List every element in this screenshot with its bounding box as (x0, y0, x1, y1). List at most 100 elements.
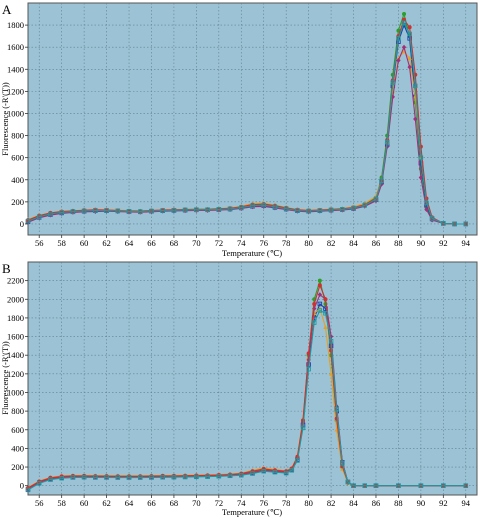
data-point-marker (362, 203, 368, 208)
data-point-marker (126, 475, 132, 480)
data-point-marker (216, 207, 222, 212)
data-point-marker (250, 203, 255, 208)
data-point-marker (351, 205, 356, 211)
x-tick-label: 66 (147, 498, 156, 508)
x-tick-label: 92 (439, 238, 448, 248)
data-point-marker (261, 466, 266, 471)
x-tick-label: 62 (102, 498, 111, 508)
x-tick-label: 84 (349, 498, 358, 508)
x-tick-label: 88 (394, 498, 403, 508)
data-point-marker (137, 475, 143, 480)
x-tick-label: 70 (192, 498, 201, 508)
data-point-marker (396, 58, 401, 63)
data-point-marker (334, 407, 339, 412)
y-tick-label: 1000 (7, 387, 24, 397)
x-tick-label: 82 (327, 238, 336, 248)
data-point-marker (48, 477, 53, 482)
data-point-marker (429, 216, 435, 221)
x-tick-label: 70 (192, 238, 201, 248)
y-tick-label: 0 (20, 481, 24, 491)
y-tick-label: 600 (11, 153, 24, 163)
x-tick-label: 90 (417, 238, 426, 248)
data-point-marker (239, 205, 244, 210)
data-point-marker (48, 211, 53, 217)
x-tick-label: 80 (304, 498, 313, 508)
data-point-marker (250, 204, 255, 210)
data-point-marker (328, 338, 334, 344)
data-point-marker (250, 469, 255, 474)
y-tick-label: 1800 (7, 20, 24, 30)
y-tick-label: 1400 (7, 350, 24, 360)
data-point-marker (70, 475, 76, 480)
data-point-marker (93, 208, 98, 213)
data-point-marker (272, 204, 278, 210)
x-tick-label: 88 (394, 238, 403, 248)
x-tick-label: 76 (259, 498, 268, 508)
data-point-marker (59, 475, 64, 481)
data-point-marker (272, 469, 278, 475)
data-point-marker (149, 475, 154, 480)
data-point-marker (441, 483, 446, 488)
x-tick-label: 72 (215, 238, 224, 248)
data-point-marker (407, 55, 412, 61)
panel-label-b: B (2, 261, 11, 276)
data-point-marker (362, 483, 368, 488)
data-point-marker (413, 83, 418, 89)
x-tick-label: 86 (372, 498, 381, 508)
x-axis-ticks-a: 56 58 60 62 64 66 68 70 72 74 76 78 80 82 84 86 88 90 92 94 (35, 235, 471, 248)
x-tick-label: 56 (35, 238, 44, 248)
x-axis-title-a: Temperature (℃) (222, 248, 282, 258)
y-tick-label: 400 (11, 443, 24, 453)
plot-area-b (27, 261, 478, 496)
data-point-marker (205, 207, 210, 212)
data-point-marker (81, 475, 87, 480)
data-point-marker (283, 206, 289, 211)
y-tick-label: 2200 (7, 276, 24, 286)
x-tick-label: 94 (462, 238, 471, 248)
data-point-marker (306, 208, 311, 214)
x-tick-label: 56 (35, 498, 44, 508)
data-point-marker (384, 139, 390, 145)
y-axis-ticks-a: 0 200 400 600 800 1000 1200 1400 1600 1800 (7, 20, 28, 229)
x-tick-label: 60 (80, 498, 89, 508)
data-point-marker (149, 208, 154, 214)
data-point-marker (317, 283, 322, 288)
panel-a: A 56 58 60 62 64 66 68 70 72 74 76 78 80 82 84 86 88 90 92… (0, 2, 478, 258)
x-tick-label: 86 (372, 238, 381, 248)
data-point-marker (48, 212, 53, 218)
y-tick-label: 200 (11, 462, 24, 472)
y-tick-label: 1200 (7, 369, 24, 379)
data-point-marker (340, 207, 345, 212)
y-tick-label: 1600 (7, 42, 24, 52)
series-line (27, 21, 466, 225)
data-point-marker (306, 366, 311, 372)
data-point-marker (25, 218, 31, 224)
y-axis-title-a: Fluorescence (-R'(T)) (0, 82, 10, 156)
y-tick-label: 2000 (7, 294, 24, 304)
data-point-marker (301, 418, 306, 423)
data-point-marker (104, 208, 109, 213)
data-point-marker (239, 472, 244, 478)
x-tick-label: 58 (57, 498, 66, 508)
data-point-marker (351, 483, 356, 488)
data-point-marker (70, 209, 76, 214)
grid-a (28, 3, 477, 235)
x-tick-label: 80 (304, 238, 313, 248)
plot-area-a (27, 2, 478, 236)
data-point-marker (306, 351, 311, 356)
y-tick-label: 800 (11, 131, 24, 141)
x-tick-label: 94 (462, 498, 471, 508)
data-point-marker (59, 210, 64, 215)
data-point-marker (317, 208, 323, 213)
data-point-marker (441, 221, 446, 226)
x-tick-label: 64 (125, 498, 134, 508)
y-tick-label: 1200 (7, 86, 24, 96)
data-point-marker (317, 301, 323, 307)
data-point-marker (261, 202, 266, 208)
data-point-marker (452, 221, 457, 227)
data-point-marker (413, 116, 418, 122)
data-point-marker (160, 475, 165, 480)
data-point-marker (250, 471, 255, 476)
x-tick-label: 92 (439, 498, 448, 508)
panel-b: B 56 58 60 62 64 66 68 70 72 74 76 78 80 82 84 86 88 90 92… (0, 261, 478, 517)
